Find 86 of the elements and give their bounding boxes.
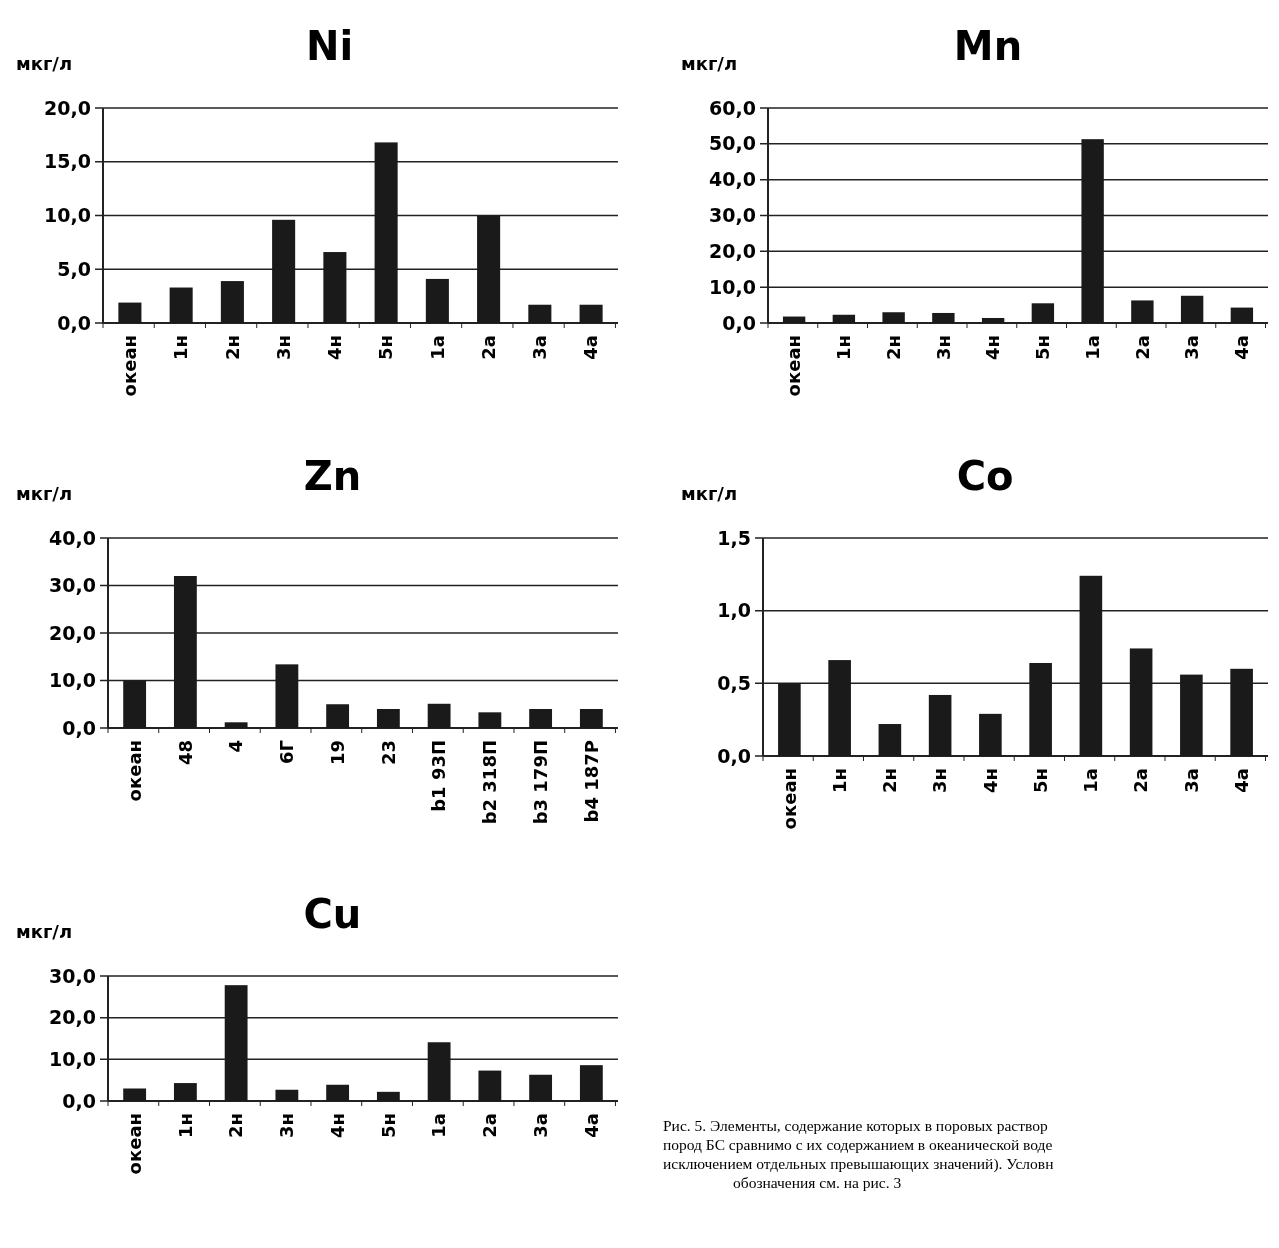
x-tick-label: b3 179П — [529, 740, 551, 825]
x-tick-label: 48 — [174, 740, 196, 766]
x-tick-label: 3н — [276, 1113, 298, 1138]
x-tick-label: b4 187Р — [580, 740, 602, 823]
y-tick-label: 60,0 — [709, 96, 756, 119]
y-tick-label: 0,5 — [717, 671, 751, 694]
y-axis-title: мкг/л — [16, 921, 73, 942]
x-tick-label: 1н — [170, 335, 192, 360]
chart-title: Ni — [306, 23, 354, 69]
x-tick-label: 4а — [1230, 768, 1252, 793]
y-tick-label: 40,0 — [709, 168, 756, 191]
x-tick-label: 5н — [1029, 768, 1051, 793]
y-axis-title: мкг/л — [681, 483, 738, 504]
x-tick-label: 1а — [1081, 335, 1103, 360]
y-tick-label: 0,0 — [62, 716, 96, 739]
y-axis-title: мкг/л — [681, 53, 738, 74]
chart-title: Co — [956, 453, 1014, 499]
y-tick-label: 0,0 — [722, 311, 756, 334]
x-tick-label: 2а — [477, 335, 499, 360]
x-tick-label: 19 — [326, 740, 348, 766]
x-tick-label: океан — [778, 768, 800, 830]
x-tick-label: 1н — [174, 1113, 196, 1138]
y-tick-label: 10,0 — [44, 204, 91, 227]
x-tick-label: 4н — [982, 335, 1004, 360]
x-tick-label: 1н — [828, 768, 850, 793]
chart-title: Zn — [303, 453, 362, 499]
x-tick-label: 2а — [1130, 768, 1152, 793]
x-tick-label: b1 93П — [428, 740, 450, 812]
x-tick-label: 3а — [529, 335, 551, 360]
y-tick-label: 5,0 — [57, 257, 91, 280]
y-tick-label: 20,0 — [44, 96, 91, 119]
x-tick-label: 2н — [882, 335, 904, 360]
x-tick-label: 4н — [979, 768, 1001, 793]
y-tick-label: 30,0 — [49, 964, 96, 987]
x-tick-label: 6Г — [276, 740, 298, 764]
x-tick-label: 4н — [324, 335, 346, 360]
x-tick-label: 3а — [1180, 768, 1202, 793]
x-tick-label: 2а — [1131, 335, 1153, 360]
x-tick-label: 3а — [1181, 335, 1203, 360]
x-tick-label: 23 — [377, 740, 399, 766]
x-tick-label: 3а — [529, 1113, 551, 1138]
y-tick-label: 20,0 — [49, 1006, 96, 1029]
x-tick-label: 3н — [272, 335, 294, 360]
x-tick-label: 4а — [1231, 335, 1253, 360]
x-tick-label: 5н — [1032, 335, 1054, 360]
x-tick-label: 3н — [932, 335, 954, 360]
y-tick-label: 0,0 — [62, 1089, 96, 1112]
x-tick-label: 4н — [326, 1113, 348, 1138]
x-tick-label: 2н — [225, 1113, 247, 1138]
x-tick-label: 2н — [879, 768, 901, 793]
y-tick-label: 1,0 — [717, 599, 751, 622]
x-tick-label: 5н — [377, 1113, 399, 1138]
x-tick-label: 4 — [225, 740, 247, 753]
y-tick-label: 0,0 — [57, 311, 91, 334]
x-tick-label: 1а — [428, 1113, 450, 1138]
x-tick-label: 1а — [1080, 768, 1102, 793]
y-tick-label: 10,0 — [49, 1047, 96, 1070]
x-tick-label: b2 318П — [479, 740, 501, 825]
text: Рис. 5. Элементы, содержание которых в поровых раствор пород БС сравнимо с их содержанием в океанической воде исключением отдельных превышающих значений). Условн обозначения см. на рис. 3 — [663, 1117, 1054, 1191]
y-tick-label: 50,0 — [709, 132, 756, 155]
x-tick-label: океан — [119, 335, 141, 397]
x-tick-label: 4а — [580, 1113, 602, 1138]
y-tick-label: 10,0 — [709, 275, 756, 298]
y-axis-title: мкг/л — [16, 483, 73, 504]
x-tick-label: океан — [123, 740, 145, 802]
y-tick-label: 30,0 — [709, 204, 756, 227]
y-tick-label: 20,0 — [709, 239, 756, 262]
x-tick-label: океан — [123, 1113, 145, 1175]
y-tick-label: 1,5 — [717, 526, 751, 549]
chart-title: Mn — [953, 23, 1023, 69]
y-tick-label: 0,0 — [717, 744, 751, 767]
y-tick-label: 40,0 — [49, 526, 96, 549]
x-tick-label: 5н — [375, 335, 397, 360]
y-tick-label: 15,0 — [44, 150, 91, 173]
x-tick-label: 2н — [221, 335, 243, 360]
y-tick-label: 10,0 — [49, 669, 96, 692]
x-tick-label: 1н — [833, 335, 855, 360]
y-tick-label: 20,0 — [49, 621, 96, 644]
x-tick-label: 3н — [929, 768, 951, 793]
x-tick-label: 2а — [479, 1113, 501, 1138]
y-axis-title: мкг/л — [16, 53, 73, 74]
x-tick-label: 1а — [426, 335, 448, 360]
x-tick-label: океан — [783, 335, 805, 397]
chart-title: Cu — [303, 891, 362, 937]
y-tick-label: 30,0 — [49, 574, 96, 597]
x-tick-label: 4а — [580, 335, 602, 360]
